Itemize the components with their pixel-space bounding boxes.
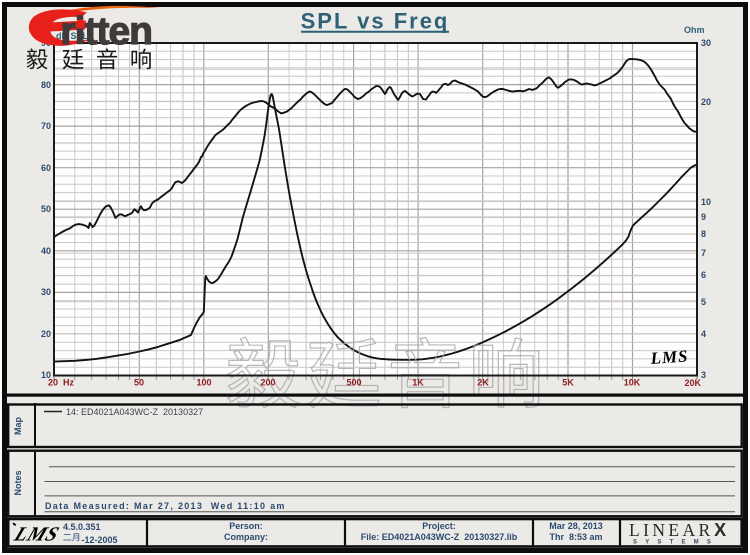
svg-text:20: 20 — [701, 97, 711, 107]
svg-text:ritten: ritten — [61, 10, 153, 53]
svg-text:4: 4 — [701, 329, 706, 339]
svg-text:Ohm: Ohm — [684, 25, 705, 35]
svg-text:50: 50 — [41, 204, 51, 214]
svg-text:2K: 2K — [477, 378, 489, 388]
svg-text:80: 80 — [41, 80, 51, 90]
svg-text:10K: 10K — [624, 378, 641, 388]
svg-text:1K: 1K — [412, 378, 424, 388]
svg-text:4.5.0.351: 4.5.0.351 — [63, 522, 101, 532]
svg-text:40: 40 — [41, 246, 51, 256]
svg-text:Thr 8:53 am: Thr 8:53 am — [549, 532, 602, 542]
svg-text:LMS: LMS — [10, 523, 63, 545]
svg-text:20: 20 — [41, 329, 51, 339]
svg-text:70: 70 — [41, 121, 51, 131]
svg-text:File: ED4021A043WC-Z 20130327: File: ED4021A043WC-Z 20130327.lib — [361, 532, 518, 542]
svg-text:SYSTEMS: SYSTEMS — [633, 540, 719, 546]
svg-text:30: 30 — [701, 38, 711, 48]
svg-text:Person:: Person: — [229, 521, 263, 531]
svg-text:5: 5 — [701, 297, 706, 307]
svg-text:Map: Map — [13, 416, 23, 435]
svg-text:100: 100 — [196, 378, 211, 388]
svg-text:200: 200 — [260, 378, 275, 388]
svg-text:30: 30 — [41, 287, 51, 297]
svg-text:10: 10 — [701, 197, 711, 207]
svg-text:Data Measured: Mar 27, 2013 W: Data Measured: Mar 27, 2013 Wed 11:10 am — [45, 501, 286, 511]
svg-text:8: 8 — [701, 229, 706, 239]
svg-text:500: 500 — [346, 378, 361, 388]
svg-text:LINEARX: LINEARX — [629, 520, 729, 540]
svg-text:20 Hz: 20 Hz — [48, 378, 75, 388]
svg-text:Notes: Notes — [13, 470, 23, 495]
svg-text:60: 60 — [41, 163, 51, 173]
svg-text:50: 50 — [134, 378, 144, 388]
svg-text:14: ED4021A043WC-Z 20130327: 14: ED4021A043WC-Z 20130327 — [66, 407, 203, 417]
svg-text:7: 7 — [701, 248, 706, 258]
svg-text:20K: 20K — [684, 378, 701, 388]
svg-text:Company:: Company: — [224, 532, 268, 542]
svg-text:LMS: LMS — [649, 346, 689, 368]
svg-text:SPL vs Freq: SPL vs Freq — [301, 9, 450, 34]
svg-text:Project:: Project: — [422, 521, 456, 531]
svg-text:-12-2005: -12-2005 — [82, 535, 118, 545]
svg-text:10: 10 — [41, 370, 51, 380]
svg-text:dB SPL: dB SPL — [56, 31, 89, 41]
svg-text:3: 3 — [701, 370, 706, 380]
svg-text:5K: 5K — [562, 378, 574, 388]
svg-text:Mar 28, 2013: Mar 28, 2013 — [549, 521, 603, 531]
svg-text:6: 6 — [701, 270, 706, 280]
svg-text:9: 9 — [701, 212, 706, 222]
